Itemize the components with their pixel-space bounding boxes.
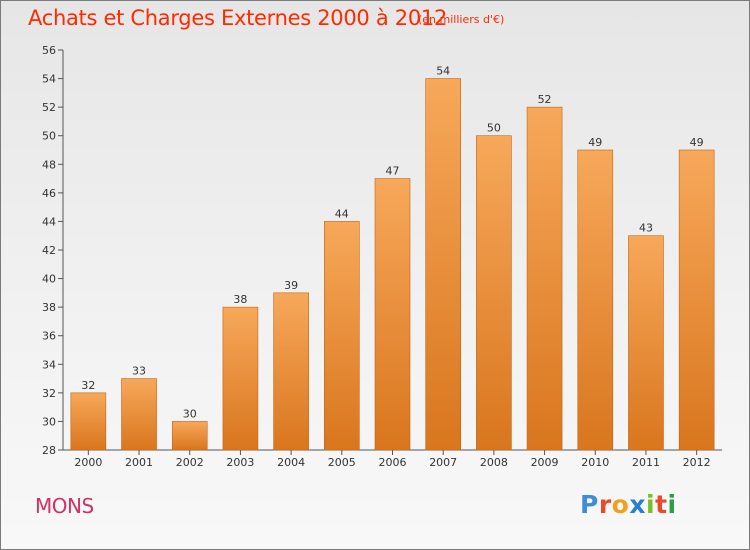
- data-label-2002: 30: [183, 407, 197, 420]
- x-tick-label-2004: 2004: [277, 456, 305, 469]
- data-label-2008: 50: [487, 122, 501, 135]
- x-tick-label-2005: 2005: [328, 456, 356, 469]
- bar-2002: [171, 421, 208, 451]
- y-tick-label: 50: [42, 130, 56, 143]
- data-label-2007: 54: [436, 65, 450, 78]
- y-tick-label: 40: [42, 273, 56, 286]
- y-tick-label: 32: [42, 387, 56, 400]
- x-tick-label-2010: 2010: [581, 456, 609, 469]
- bar-2000: [70, 392, 107, 451]
- y-tick-label: 30: [42, 415, 56, 428]
- x-tick-label-2002: 2002: [176, 456, 204, 469]
- x-tick-label-2003: 2003: [226, 456, 254, 469]
- x-tick-label-2008: 2008: [480, 456, 508, 469]
- data-label-2001: 33: [132, 365, 146, 378]
- bar-2003: [222, 306, 259, 451]
- x-tick-label-2012: 2012: [683, 456, 711, 469]
- x-tick-label-2001: 2001: [125, 456, 153, 469]
- y-tick-label: 52: [42, 101, 56, 114]
- bar-2008: [476, 135, 512, 451]
- y-tick-label: 28: [42, 444, 56, 457]
- bars: 32 33 30 38 39 44 47 54 50 52 49 43 49: [70, 65, 715, 451]
- bar-2006: [374, 178, 411, 451]
- y-tick-label: 38: [42, 301, 56, 314]
- chart-title: Achats et Charges Externes 2000 à 2012: [28, 6, 448, 30]
- x-tick-label-2000: 2000: [74, 456, 102, 469]
- bar-2009: [526, 106, 563, 451]
- chart-subtitle: (en milliers d'€): [418, 13, 505, 26]
- data-label-2004: 39: [284, 279, 298, 292]
- data-label-2010: 49: [588, 136, 602, 149]
- data-label-2009: 52: [538, 93, 552, 106]
- y-tick-label: 46: [42, 187, 56, 200]
- bar-2001: [121, 378, 157, 451]
- data-label-2005: 44: [335, 207, 349, 220]
- y-tick-label: 36: [42, 330, 56, 343]
- data-label-2000: 32: [81, 379, 95, 392]
- y-tick-label: 44: [42, 215, 56, 228]
- data-label-2011: 43: [639, 222, 653, 235]
- data-label-2012: 49: [690, 136, 704, 149]
- bar-2007: [425, 78, 461, 451]
- y-tick-label: 42: [42, 244, 56, 257]
- city-name: MONS: [35, 494, 94, 518]
- bar-2012: [678, 149, 715, 451]
- bar-2005: [324, 221, 360, 451]
- bar-2004: [273, 292, 309, 451]
- data-label-2003: 38: [233, 293, 247, 306]
- data-label-2006: 47: [386, 165, 400, 178]
- y-tick-label: 54: [42, 73, 56, 86]
- bar-2010: [577, 149, 614, 451]
- y-tick-label: 48: [42, 158, 56, 171]
- x-tick-label-2009: 2009: [531, 456, 559, 469]
- x-tick-label-2007: 2007: [429, 456, 457, 469]
- bar-2011: [628, 235, 664, 451]
- x-tick-label-2006: 2006: [379, 456, 407, 469]
- y-tick-label: 34: [42, 358, 56, 371]
- x-tick-label-2011: 2011: [632, 456, 660, 469]
- y-tick-label: 56: [42, 44, 56, 57]
- proxiti-logo: Proxiti: [580, 490, 677, 519]
